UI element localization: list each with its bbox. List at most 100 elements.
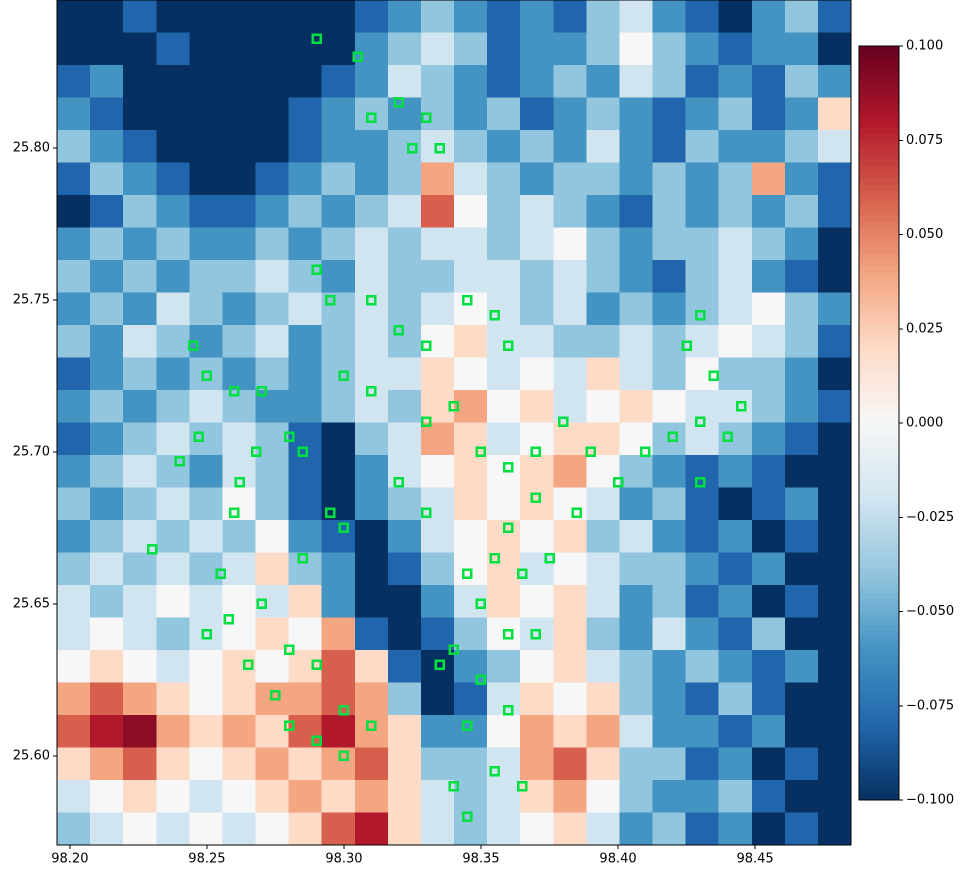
heat-cell: [90, 683, 124, 716]
heat-cell: [322, 683, 356, 716]
heat-cell: [90, 455, 124, 488]
colorbar-segment: [859, 787, 899, 794]
colorbar-segment: [859, 580, 899, 587]
heat-cell: [619, 195, 653, 228]
heat-cell: [322, 260, 356, 293]
heat-cell: [388, 260, 422, 293]
heat-cell: [752, 228, 786, 261]
heat-cell: [189, 390, 223, 423]
colorbar-segment: [859, 605, 899, 612]
heat-cell: [454, 260, 488, 293]
colorbar-segment: [859, 794, 899, 801]
heat-cell: [57, 585, 91, 618]
colorbar-segment: [859, 191, 899, 198]
heat-cell: [752, 488, 786, 521]
heat-cell: [156, 780, 190, 813]
heat-cell: [619, 488, 653, 521]
heat-cell: [487, 715, 521, 748]
x-tick-label: 98.30: [325, 852, 362, 867]
heat-cell: [322, 585, 356, 618]
heat-cell: [487, 585, 521, 618]
heat-cell: [553, 618, 587, 651]
heat-cell: [454, 683, 488, 716]
heat-cell: [156, 0, 190, 33]
heat-cell: [388, 228, 422, 261]
heat-cell: [289, 488, 323, 521]
heat-cell: [520, 33, 554, 66]
heat-cell: [421, 683, 455, 716]
colorbar-segment: [859, 574, 899, 581]
heat-cell: [818, 228, 852, 261]
heat-cell: [619, 228, 653, 261]
heat-cell: [719, 488, 753, 521]
colorbar-segment: [859, 46, 899, 53]
heat-cell: [553, 293, 587, 326]
heat-cell: [90, 715, 124, 748]
heat-cell: [388, 618, 422, 651]
heat-cell: [57, 715, 91, 748]
heat-cell: [653, 0, 687, 33]
heat-cell: [586, 0, 620, 33]
colorbar-segment: [859, 304, 899, 311]
heat-cell: [156, 650, 190, 683]
heat-cell: [487, 33, 521, 66]
colorbar-segment: [859, 568, 899, 575]
heat-cell: [818, 585, 852, 618]
heat-cell: [785, 260, 819, 293]
heat-cell: [785, 488, 819, 521]
heat-cell: [586, 553, 620, 586]
heat-cell: [90, 195, 124, 228]
heat-cell: [322, 618, 356, 651]
colorbar-segment: [859, 743, 899, 750]
colorbar-segment: [859, 203, 899, 210]
heat-cell: [189, 780, 223, 813]
heat-cell: [454, 65, 488, 98]
colorbar-tick-label: 0.075: [906, 133, 943, 148]
y-tick-label: 25.60: [13, 748, 50, 763]
heat-cell: [123, 748, 157, 781]
heat-cell: [289, 130, 323, 163]
heat-cell: [421, 715, 455, 748]
heat-cell: [123, 260, 157, 293]
heat-cell: [553, 130, 587, 163]
heat-cell: [156, 390, 190, 423]
heat-cell: [553, 163, 587, 196]
colorbar-segment: [859, 253, 899, 260]
heat-cell: [222, 585, 256, 618]
colorbar-segment: [859, 461, 899, 468]
heat-cell: [355, 520, 389, 553]
heat-cell: [322, 650, 356, 683]
heat-cell: [553, 0, 587, 33]
heat-cell: [487, 130, 521, 163]
heat-cell: [586, 423, 620, 456]
heat-cell: [57, 33, 91, 66]
heat-cell: [653, 618, 687, 651]
heat-cell: [752, 195, 786, 228]
heat-cell: [719, 195, 753, 228]
colorbar-segment: [859, 392, 899, 399]
heat-cell: [520, 813, 554, 846]
heat-cell: [421, 813, 455, 846]
heat-cell: [586, 33, 620, 66]
heat-cell: [90, 163, 124, 196]
heat-cell: [355, 195, 389, 228]
heat-cell: [686, 553, 720, 586]
heat-cell: [586, 813, 620, 846]
heat-cell: [686, 780, 720, 813]
heat-cell: [785, 618, 819, 651]
colorbar-tick-label: 0.000: [906, 416, 943, 431]
colorbar-segment: [859, 737, 899, 744]
heat-cell: [57, 98, 91, 131]
colorbar-segment: [859, 329, 899, 336]
heat-cell: [57, 488, 91, 521]
heat-cell: [222, 683, 256, 716]
heat-cell: [322, 780, 356, 813]
heat-cell: [256, 650, 290, 683]
heat-cell: [57, 748, 91, 781]
heat-cell: [421, 423, 455, 456]
heat-cell: [619, 748, 653, 781]
heat-cell: [355, 585, 389, 618]
heat-cell: [586, 390, 620, 423]
heat-cell: [57, 520, 91, 553]
heat-cell: [57, 455, 91, 488]
